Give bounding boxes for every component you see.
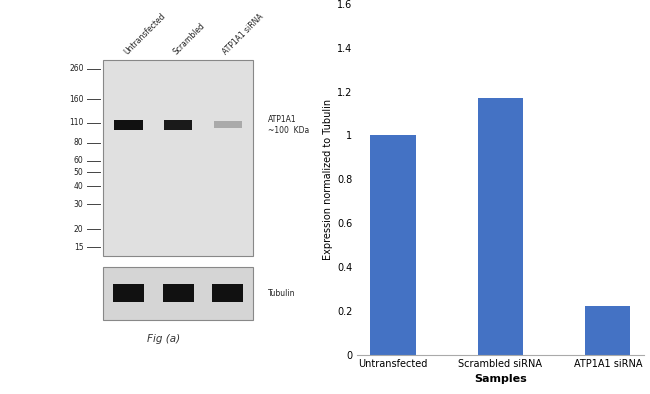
FancyBboxPatch shape [103,60,254,256]
FancyBboxPatch shape [213,121,242,128]
Text: 15: 15 [74,243,84,252]
Bar [478,98,523,355]
FancyBboxPatch shape [164,120,192,130]
FancyBboxPatch shape [162,284,194,302]
Text: 50: 50 [74,167,84,177]
Text: 110: 110 [69,118,84,127]
X-axis label: Samples: Samples [474,374,526,384]
Text: Fig (a): Fig (a) [147,334,180,344]
FancyBboxPatch shape [212,284,244,302]
Y-axis label: Expression normalized to Tubulin: Expression normalized to Tubulin [323,99,333,260]
Bar [586,307,630,355]
Text: ATP1A1 siRNA: ATP1A1 siRNA [222,12,266,57]
FancyBboxPatch shape [114,120,143,130]
Text: 260: 260 [69,65,84,74]
FancyBboxPatch shape [113,284,144,302]
Bar [370,136,415,355]
Text: Scrambled: Scrambled [172,21,207,57]
Text: 40: 40 [74,182,84,191]
Text: Tubulin: Tubulin [268,289,296,298]
Text: Untransfected: Untransfected [122,12,167,57]
Text: 30: 30 [74,200,84,208]
Text: 60: 60 [74,156,84,165]
Text: 20: 20 [74,225,84,234]
FancyBboxPatch shape [103,267,254,320]
Text: 160: 160 [69,95,84,104]
Text: 80: 80 [74,138,84,147]
Text: ATP1A1
~100  KDa: ATP1A1 ~100 KDa [268,115,309,135]
